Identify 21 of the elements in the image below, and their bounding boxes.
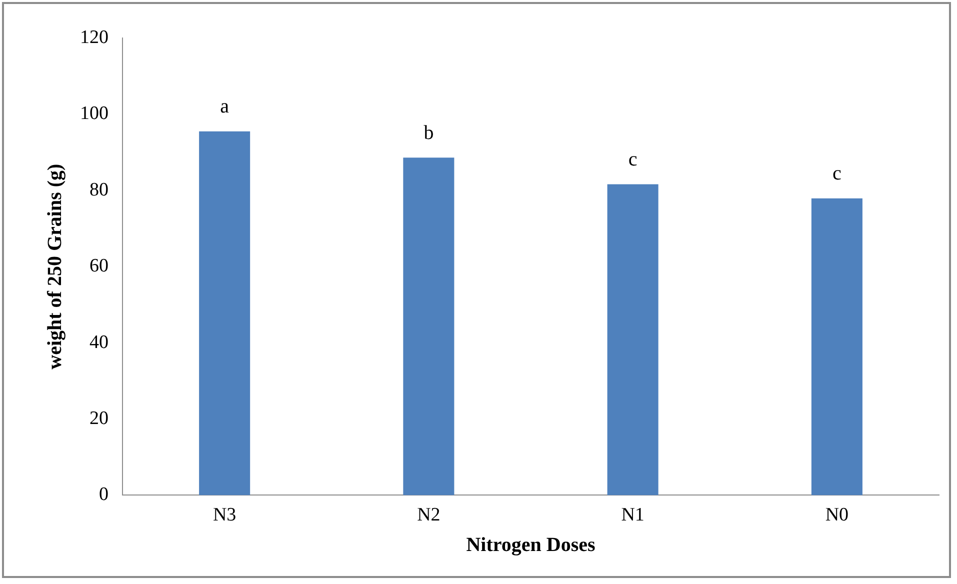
- data-label: c: [832, 162, 842, 185]
- y-tick-label: 20: [90, 408, 108, 429]
- bar: [199, 131, 250, 496]
- data-label: b: [424, 122, 434, 144]
- x-axis-title: Nitrogen Doses: [466, 534, 596, 556]
- x-tick-label: N2: [417, 504, 440, 526]
- y-axis-title: weight of 250 Grains (g): [44, 164, 66, 370]
- bar: [811, 198, 862, 496]
- x-tick-label: N0: [825, 504, 849, 526]
- bar: [403, 158, 454, 496]
- y-tick-label: 100: [80, 103, 108, 124]
- y-tick-label: 120: [80, 26, 108, 48]
- data-label: c: [628, 148, 638, 171]
- data-label: a: [220, 96, 230, 118]
- y-tick-label: 0: [99, 484, 108, 506]
- y-tick-label: 60: [90, 256, 108, 277]
- bar: [607, 184, 658, 496]
- x-tick-label: N1: [621, 504, 644, 526]
- x-tick-label: N3: [212, 504, 236, 526]
- y-tick-label: 40: [90, 332, 108, 353]
- y-tick-label: 80: [90, 179, 108, 200]
